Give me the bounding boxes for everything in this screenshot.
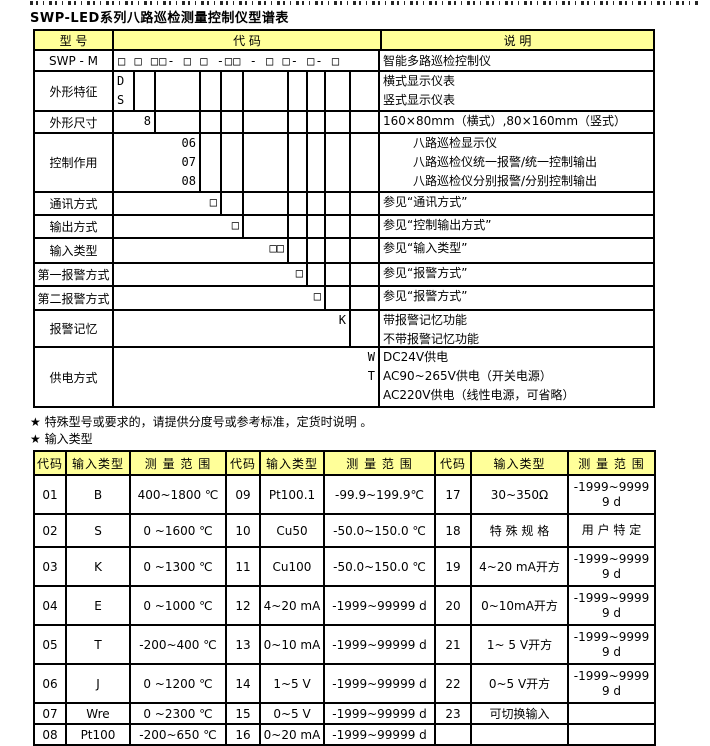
col-header: 代码 <box>225 452 259 474</box>
row-label: 供电方式 <box>35 348 114 406</box>
row-label: 第二报警方式 <box>35 287 114 309</box>
table-row: 第一报警方式 □ 参见“报警方式” <box>35 262 653 285</box>
code-value: 8 <box>143 114 151 128</box>
row-desc: 参见“报警方式” <box>383 266 468 280</box>
table-row: 01 B 400~1800 ℃ 09 Pt100.1 -99.9~199.9℃ 17 30~3… <box>35 474 654 513</box>
row-label: 报警记忆 <box>35 311 114 346</box>
table-row: 输入类型 □□ 参见“输入类型” <box>35 237 653 262</box>
code-value: K <box>338 313 346 327</box>
col-header: 输入类型 <box>65 452 129 474</box>
table-row: 供电方式 W T DC24V供电 AC90~265V供电（开关电源） AC220… <box>35 346 653 406</box>
row-desc: 参见“报警方式” <box>383 289 468 303</box>
row-desc: 参见“通讯方式” <box>383 195 468 209</box>
col-header: 测 量 范 围 <box>129 452 225 474</box>
model-desc: 智能多路巡检控制仪 <box>383 54 492 68</box>
row-desc: 参见“输入类型” <box>383 241 468 255</box>
row-desc: 参见“控制输出方式” <box>383 218 492 232</box>
code-value: □ <box>295 266 303 280</box>
spec-header-row: 型 号 代 码 说 明 <box>35 31 653 49</box>
input-type-table: 代码 输入类型 测 量 范 围 代码 输入类型 测 量 范 围 代码 输入类型 … <box>33 450 656 746</box>
row-desc: 160×80mm（横式）,80×160mm（竖式） <box>383 114 627 128</box>
col-header: 输入类型 <box>259 452 323 474</box>
code-value: □ <box>209 195 217 209</box>
row-desc: 八路巡检显示仪 八路巡检仪统一报警/统一控制输出 八路巡检仪分别报警/分别控制输… <box>413 136 598 188</box>
model-row: SWP - M □ □ □□- □ □ -□□ - □ □- □- □ 智能多路… <box>35 49 653 70</box>
row-desc: 横式显示仪表 竖式显示仪表 <box>383 74 456 107</box>
col-header: 输入类型 <box>470 452 567 474</box>
table-row: 控制作用 06 07 08 八路巡检显示仪 八路巡检仪统一报警/统一控制输出 八… <box>35 132 653 191</box>
col-header: 代码 <box>434 452 470 474</box>
col-header: 代码 <box>36 456 63 471</box>
clipped-text-strip <box>30 1 700 5</box>
code-value: □ <box>313 289 321 303</box>
header-model: 型 号 <box>35 31 114 49</box>
row-label: 外形尺寸 <box>35 112 114 132</box>
code-value: D S <box>117 74 125 107</box>
table-row: 07 Wre 0 ~2300 ℃ 15 0~5 V -1999~99999 d 23 可切换输… <box>35 702 654 723</box>
row-label: 外形特征 <box>35 72 114 110</box>
table-row: 输出方式 □ 参见“控制输出方式” <box>35 214 653 237</box>
header-desc: 说 明 <box>503 33 532 48</box>
row-label: 控制作用 <box>35 134 114 191</box>
table-row: 03 K 0 ~1300 ℃ 11 Cu100 -50.0~150.0 ℃ 19 4~20 m… <box>35 546 654 585</box>
col-header: 测 量 范 围 <box>567 452 654 474</box>
table-row: 外形特征 D S 横式显示仪表 竖式显示仪表 <box>35 70 653 110</box>
header-code: 代 码 <box>114 31 382 49</box>
row-desc: 带报警记忆功能 不带报警记忆功能 <box>383 313 480 346</box>
row-desc: DC24V供电 AC90~265V供电（开关电源） AC220V供电（线性电源，… <box>383 350 575 402</box>
table-row: 通讯方式 □ 参见“通讯方式” <box>35 191 653 214</box>
table-row: 报警记忆 K 带报警记忆功能 不带报警记忆功能 <box>35 309 653 346</box>
input-table-header: 代码 输入类型 测 量 范 围 代码 输入类型 测 量 范 围 代码 输入类型 … <box>35 452 654 474</box>
table-row: 08 Pt100 -200~650 ℃ 16 0~20 mA -1999~99999 d <box>35 723 654 744</box>
code-value: 06 07 08 <box>181 136 196 188</box>
table-row: 04 E 0 ~1000 ℃ 12 4~20 mA -1999~99999 d 20 0~10… <box>35 585 654 624</box>
table-row: 05 T -200~400 ℃ 13 0~10 mA -1999~99999 d 21 1~ … <box>35 624 654 663</box>
col-header: 测 量 范 围 <box>323 452 434 474</box>
code-value: W T <box>367 350 375 383</box>
code-value: □□ <box>269 241 284 255</box>
page-title: SWP-LED系列八路巡检测量控制仪型谱表 <box>30 11 289 26</box>
row-label: 通讯方式 <box>35 193 114 214</box>
note-special: ★ 特殊型号或要求的，请提供分度号或参考标准，定货时说明 。 <box>30 415 373 429</box>
code-value: □ <box>231 218 239 232</box>
table-row: 02 S 0 ~1600 ℃ 10 Cu50 -50.0~150.0 ℃ 18 特 殊 规 格… <box>35 513 654 546</box>
model-name: SWP - M <box>35 51 114 70</box>
note-input-type: ★ 输入类型 <box>30 432 93 446</box>
row-label: 第一报警方式 <box>35 264 114 285</box>
row-label: 输入类型 <box>35 239 114 262</box>
table-row: 06 J 0 ~1200 ℃ 14 1~5 V -1999~99999 d 22 0~5 V开… <box>35 663 654 702</box>
spec-table: 型 号 代 码 说 明 SWP - M □ □ □□- □ □ -□□ - □ … <box>33 29 655 408</box>
row-label: 输出方式 <box>35 216 114 237</box>
code-boxes: □ □ □□- □ □ -□□ - □ □- □- □ <box>114 51 380 70</box>
table-row: 外形尺寸 8 160×80mm（横式）,80×160mm（竖式） <box>35 110 653 132</box>
table-row: 第二报警方式 □ 参见“报警方式” <box>35 285 653 309</box>
